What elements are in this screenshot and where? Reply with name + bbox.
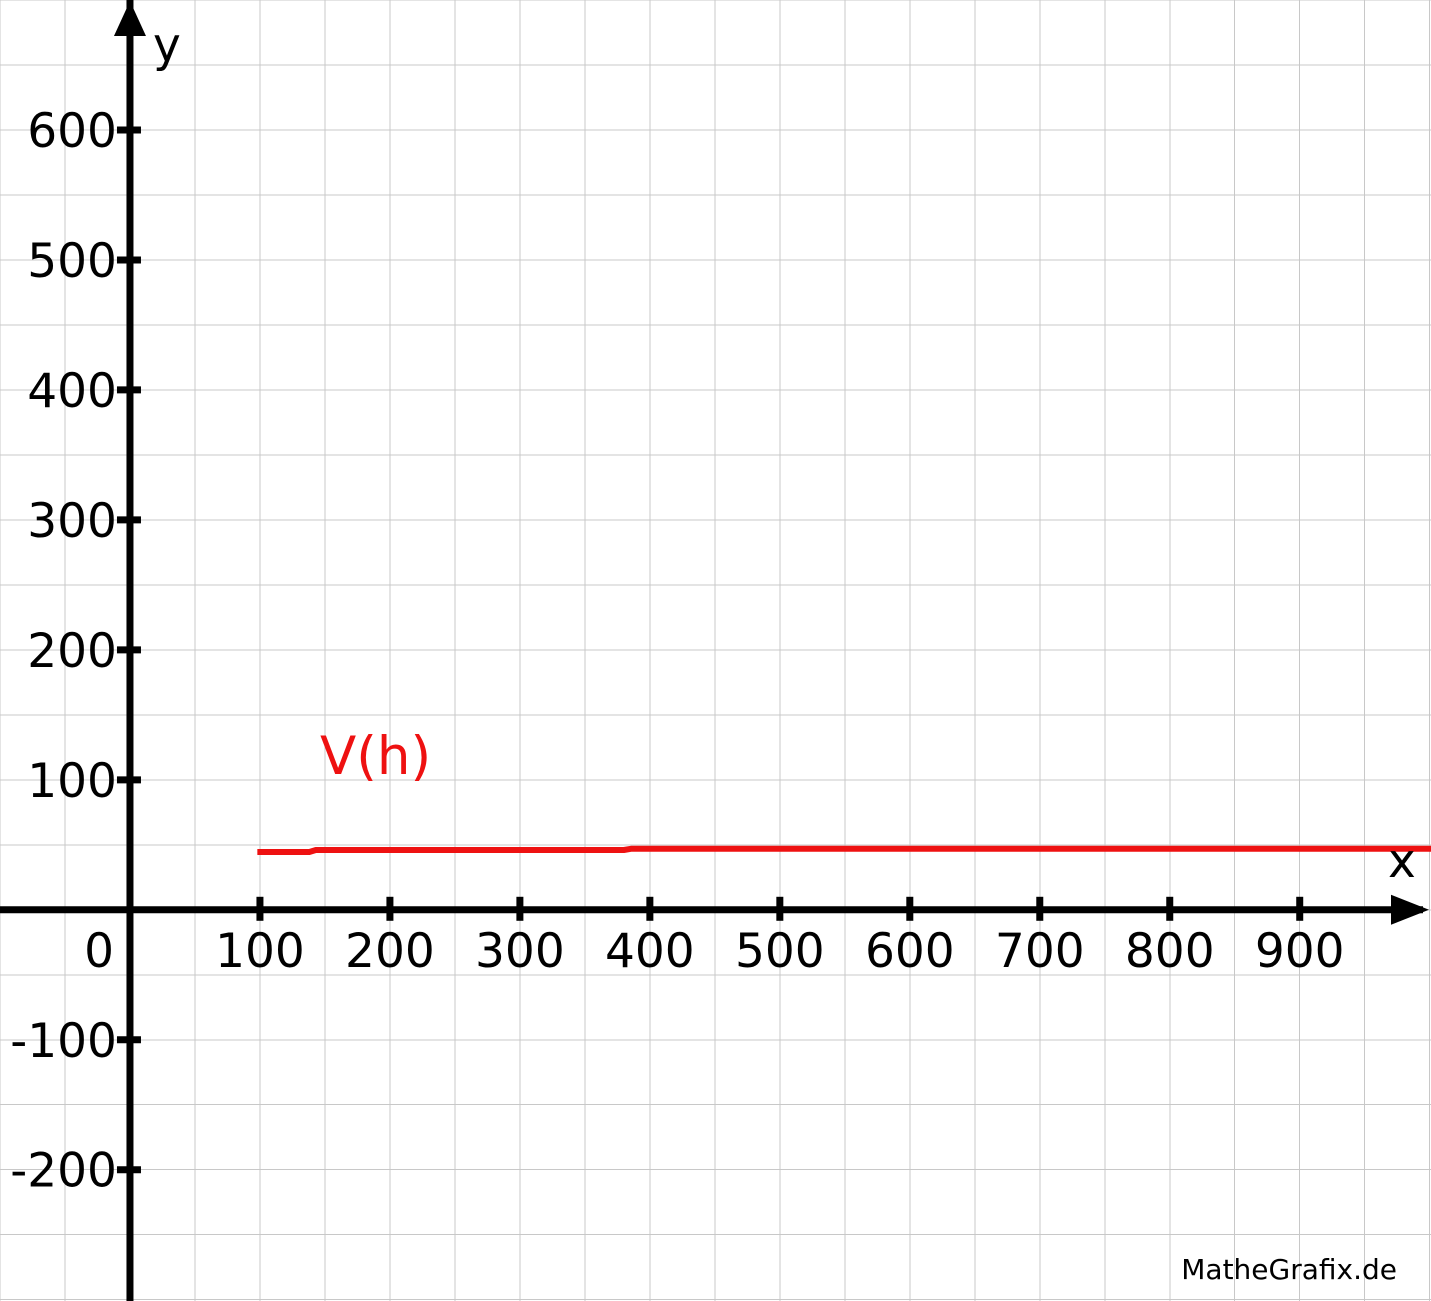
x-tick-label: 900 bbox=[1255, 924, 1345, 979]
y-tick-label: 400 bbox=[27, 364, 117, 419]
origin-label: 0 bbox=[84, 924, 114, 979]
x-tick-label: 500 bbox=[735, 924, 825, 979]
x-axis-arrowhead-icon bbox=[1391, 894, 1429, 925]
x-tick-label: 600 bbox=[865, 924, 955, 979]
y-axis-arrowhead-icon bbox=[113, 1, 146, 36]
x-tick-label: 300 bbox=[475, 924, 565, 979]
y-tick-label: -200 bbox=[10, 1144, 117, 1199]
x-axis-title: x bbox=[1388, 834, 1416, 889]
series-label-vh: V(h) bbox=[320, 726, 432, 787]
function-curve bbox=[257, 845, 1431, 855]
y-tick-label: 300 bbox=[27, 494, 117, 549]
y-tick-label: 100 bbox=[27, 754, 117, 809]
y-tick-label: -100 bbox=[10, 1014, 117, 1069]
y-tick-label: 200 bbox=[27, 624, 117, 679]
y-axis-title: y bbox=[153, 18, 181, 73]
y-tick-label: 600 bbox=[27, 104, 117, 159]
y-tick-label: 500 bbox=[27, 234, 117, 289]
x-tick-label: 800 bbox=[1125, 924, 1215, 979]
watermark-text: MatheGrafix.de bbox=[1181, 1253, 1397, 1286]
x-tick-label: 700 bbox=[995, 924, 1085, 979]
x-tick-label: 400 bbox=[605, 924, 695, 979]
x-tick-label: 100 bbox=[215, 924, 305, 979]
x-tick-label: 200 bbox=[345, 924, 435, 979]
